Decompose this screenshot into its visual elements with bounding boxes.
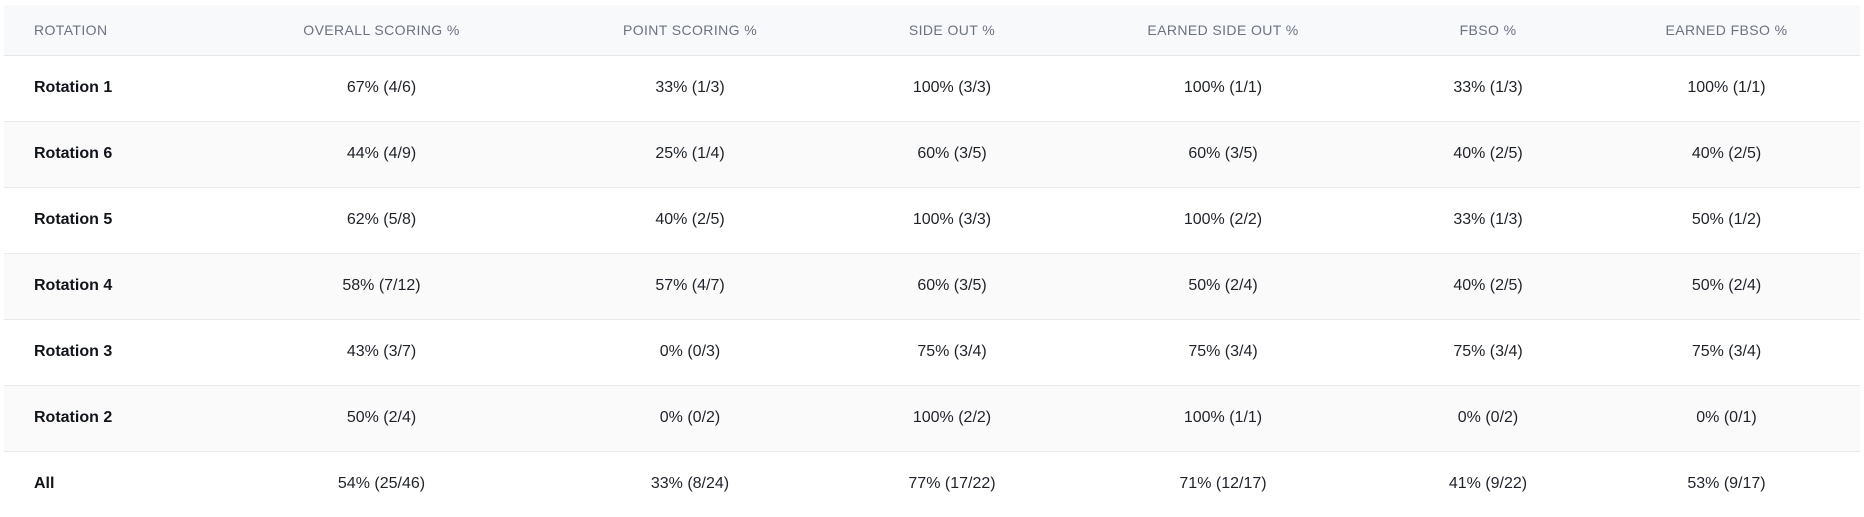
column-header-overall-scoring[interactable]: OVERALL SCORING % [224, 5, 539, 56]
fbso-cell: 40% (2/5) [1453, 145, 1523, 162]
fbso-cell: 41% (9/22) [1448, 475, 1528, 493]
point-scoring-cell: 25% (1/4) [655, 145, 725, 162]
fbso-cell: 33% (1/3) [1453, 211, 1523, 228]
fbso-cell: 75% (3/4) [1453, 343, 1523, 360]
earned-fbso-cell: 53% (9/17) [1687, 475, 1766, 493]
point-scoring-cell: 0% (0/2) [659, 409, 721, 426]
table-header: ROTATION OVERALL SCORING % POINT SCORING… [4, 5, 1860, 56]
earned-fbso-cell: 50% (1/2) [1691, 211, 1762, 228]
earned-side-out-cell: 75% (3/4) [1188, 343, 1258, 360]
earned-fbso-cell: 40% (2/5) [1691, 145, 1762, 162]
overall-scoring-cell: 54% (25/46) [337, 475, 426, 493]
earned-fbso-cell: 0% (0/1) [1696, 409, 1757, 426]
table-row: Rotation 6 44% (4/9) 25% (1/4) 60% (3/5)… [4, 121, 1860, 187]
point-scoring-cell: 57% (4/7) [655, 277, 725, 294]
fbso-cell: 0% (0/2) [1457, 409, 1519, 426]
earned-fbso-cell: 100% (1/1) [1687, 79, 1766, 96]
fbso-cell: 40% (2/5) [1453, 277, 1523, 294]
header-row: ROTATION OVERALL SCORING % POINT SCORING… [4, 5, 1860, 56]
earned-side-out-cell: 50% (2/4) [1188, 277, 1258, 294]
rotation-name: Rotation 4 [34, 277, 113, 294]
earned-fbso-cell: 50% (2/4) [1691, 277, 1762, 294]
column-header-rotation[interactable]: ROTATION [4, 5, 224, 56]
side-out-cell: 75% (3/4) [917, 343, 987, 360]
table-row: Rotation 3 43% (3/7) 0% (0/3) 75% (3/4) … [4, 319, 1860, 385]
column-header-earned-fbso[interactable]: EARNED FBSO % [1593, 5, 1860, 56]
column-header-earned-side-out[interactable]: EARNED SIDE OUT % [1063, 5, 1383, 56]
table-row-total: All 54% (25/46) 33% (8/24) 77% (17/22) 7… [4, 451, 1860, 517]
earned-side-out-cell: 100% (2/2) [1183, 211, 1263, 228]
rotation-stats-table: ROTATION OVERALL SCORING % POINT SCORING… [4, 5, 1860, 517]
column-header-side-out[interactable]: SIDE OUT % [841, 5, 1063, 56]
point-scoring-cell: 33% (1/3) [655, 79, 725, 96]
point-scoring-cell: 33% (8/24) [650, 475, 730, 493]
fbso-cell: 33% (1/3) [1453, 79, 1523, 96]
overall-scoring-cell: 43% (3/7) [346, 343, 417, 360]
side-out-cell: 100% (3/3) [912, 211, 992, 228]
rotation-name: Rotation 5 [34, 211, 113, 228]
side-out-cell: 60% (3/5) [917, 277, 987, 294]
overall-scoring-cell: 44% (4/9) [346, 145, 417, 162]
earned-side-out-cell: 100% (1/1) [1183, 409, 1263, 426]
earned-side-out-cell: 100% (1/1) [1183, 79, 1263, 96]
overall-scoring-cell: 67% (4/6) [346, 79, 417, 96]
rotation-stats-table-container: ROTATION OVERALL SCORING % POINT SCORING… [4, 5, 1860, 517]
overall-scoring-cell: 58% (7/12) [342, 277, 421, 294]
overall-scoring-cell: 62% (5/8) [346, 211, 417, 228]
point-scoring-cell: 40% (2/5) [655, 211, 725, 228]
table-row: Rotation 5 62% (5/8) 40% (2/5) 100% (3/3… [4, 187, 1860, 253]
side-out-cell: 60% (3/5) [917, 145, 987, 162]
rotation-name: Rotation 2 [34, 409, 113, 426]
side-out-cell: 77% (17/22) [908, 475, 996, 493]
table-row: Rotation 2 50% (2/4) 0% (0/2) 100% (2/2)… [4, 385, 1860, 451]
column-header-fbso[interactable]: FBSO % [1383, 5, 1593, 56]
rotation-name: Rotation 1 [34, 79, 113, 96]
column-header-point-scoring[interactable]: POINT SCORING % [539, 5, 841, 56]
earned-fbso-cell: 75% (3/4) [1691, 343, 1762, 360]
point-scoring-cell: 0% (0/3) [659, 343, 721, 360]
rotation-name: Rotation 6 [34, 145, 113, 162]
earned-side-out-cell: 60% (3/5) [1188, 145, 1258, 162]
earned-side-out-cell: 71% (12/17) [1179, 475, 1267, 493]
rotation-name: Rotation 3 [34, 343, 113, 360]
rotation-name-all: All [34, 475, 55, 493]
side-out-cell: 100% (3/3) [912, 79, 992, 96]
side-out-cell: 100% (2/2) [912, 409, 992, 426]
table-row: Rotation 4 58% (7/12) 57% (4/7) 60% (3/5… [4, 253, 1860, 319]
table-row: Rotation 1 67% (4/6) 33% (1/3) 100% (3/3… [4, 55, 1860, 121]
table-body: Rotation 1 67% (4/6) 33% (1/3) 100% (3/3… [4, 55, 1860, 517]
overall-scoring-cell: 50% (2/4) [346, 409, 417, 426]
